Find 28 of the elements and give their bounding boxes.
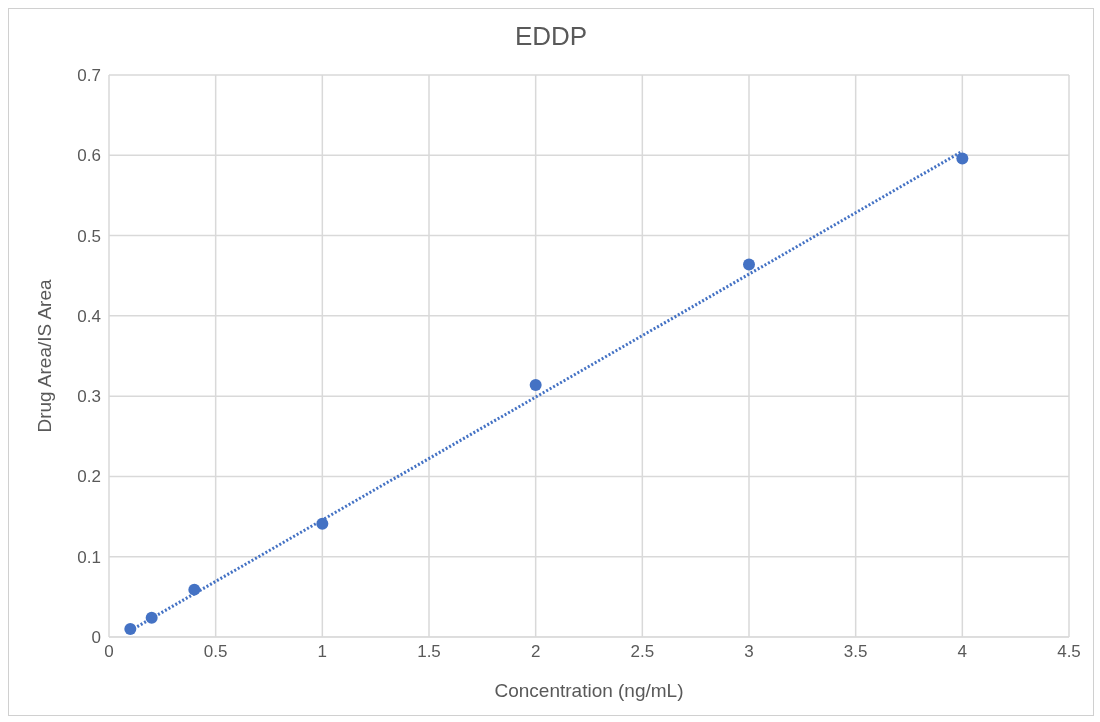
x-tick-label: 0 — [104, 642, 114, 662]
y-tick-label: 0.2 — [77, 467, 101, 487]
y-tick-label: 0.7 — [77, 66, 101, 86]
y-tick-label: 0.4 — [77, 306, 101, 326]
x-tick-label: 0.5 — [203, 642, 228, 662]
y-tick-label: 0.3 — [77, 387, 101, 407]
y-axis-title: Drug Area/IS Area — [33, 279, 55, 433]
x-tick-label: 3.5 — [843, 642, 868, 662]
x-axis-title: Concentration (ng/mL) — [494, 680, 684, 701]
x-tick-label: 2.5 — [630, 642, 655, 662]
point — [316, 517, 329, 530]
point — [956, 152, 969, 165]
point — [529, 378, 542, 391]
x-tick-label: 1 — [317, 642, 328, 662]
y-tick-label: 0.5 — [77, 226, 101, 246]
point — [743, 258, 755, 271]
x-tick-label: 2 — [530, 642, 541, 662]
x-tick-label: 1.5 — [417, 642, 441, 662]
y-tick-label: 0.6 — [77, 146, 101, 166]
x-tick-label: 3 — [744, 642, 754, 662]
point — [188, 583, 201, 596]
point — [124, 622, 137, 635]
chart-title: EDDP — [513, 20, 589, 53]
y-tick-label: 0 — [91, 628, 101, 648]
point — [145, 611, 158, 624]
x-tick-label: 4.5 — [1057, 642, 1081, 662]
y-tick-label: 0.1 — [77, 547, 101, 567]
x-tick-label: 4 — [957, 642, 968, 662]
